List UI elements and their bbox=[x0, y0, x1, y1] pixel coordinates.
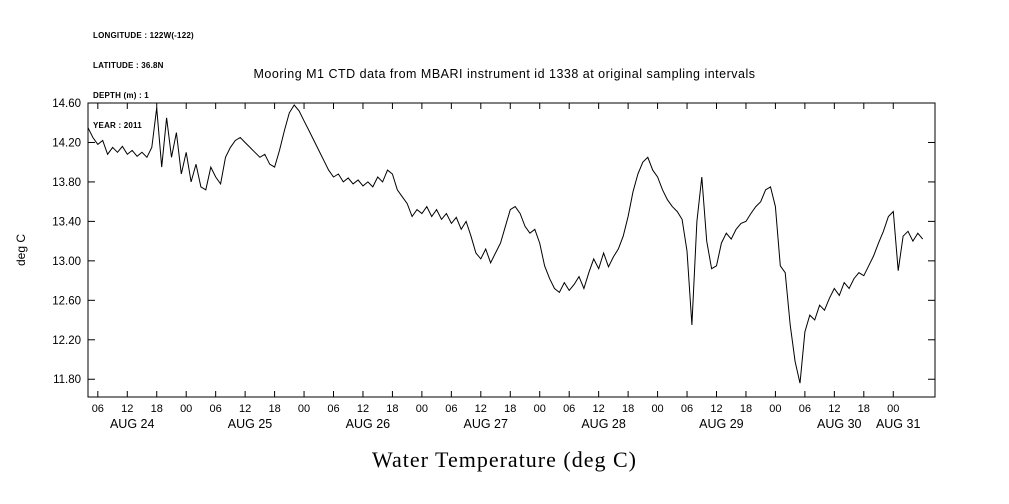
x-tick-label: 18 bbox=[504, 403, 516, 415]
x-tick-label: 12 bbox=[475, 403, 487, 415]
x-tick-label: 18 bbox=[858, 403, 870, 415]
day-label: AUG 27 bbox=[463, 417, 508, 431]
x-tick-label: 12 bbox=[593, 403, 605, 415]
longitude-label: LONGITUDE : 122W(-122) bbox=[93, 31, 194, 40]
x-tick-label: 06 bbox=[445, 403, 457, 415]
x-tick-label: 00 bbox=[887, 403, 899, 415]
y-tick-label: 13.00 bbox=[52, 256, 81, 268]
y-tick-label: 14.60 bbox=[52, 98, 81, 110]
x-tick-label: 00 bbox=[416, 403, 428, 415]
x-tick-label: 00 bbox=[180, 403, 192, 415]
x-tick-label: 06 bbox=[92, 403, 104, 415]
x-tick-label: 18 bbox=[740, 403, 752, 415]
x-tick-label: 00 bbox=[651, 403, 663, 415]
y-tick-label: 14.20 bbox=[52, 137, 81, 149]
x-tick-label: 06 bbox=[210, 403, 222, 415]
day-label: AUG 30 bbox=[817, 417, 862, 431]
x-tick-label: 00 bbox=[534, 403, 546, 415]
depth-label: DEPTH (m) : 1 bbox=[93, 91, 149, 100]
x-tick-label: 18 bbox=[151, 403, 163, 415]
day-label: AUG 31 bbox=[876, 417, 921, 431]
x-tick-label: 00 bbox=[298, 403, 310, 415]
day-label: AUG 29 bbox=[699, 417, 744, 431]
day-label: AUG 28 bbox=[581, 417, 626, 431]
day-label: AUG 25 bbox=[228, 417, 273, 431]
y-tick-label: 13.40 bbox=[52, 216, 81, 228]
x-tick-label: 00 bbox=[769, 403, 781, 415]
chart-title: Mooring M1 CTD data from MBARI instrumen… bbox=[253, 67, 756, 81]
x-tick-label: 06 bbox=[799, 403, 811, 415]
metadata-block: LONGITUDE : 122W(-122) LATITUDE : 36.8N … bbox=[93, 11, 194, 141]
year-label: YEAR : 2011 bbox=[93, 121, 142, 130]
x-tick-label: 12 bbox=[357, 403, 369, 415]
day-label: AUG 26 bbox=[346, 417, 391, 431]
x-tick-label: 06 bbox=[327, 403, 339, 415]
x-tick-label: 12 bbox=[828, 403, 840, 415]
temperature-line bbox=[87, 104, 924, 384]
x-tick-label: 18 bbox=[386, 403, 398, 415]
x-tick-label: 12 bbox=[239, 403, 251, 415]
x-tick-label: 12 bbox=[710, 403, 722, 415]
x-tick-label: 18 bbox=[268, 403, 280, 415]
x-axis-title: Water Temperature (deg C) bbox=[371, 447, 637, 472]
x-tick-label: 12 bbox=[121, 403, 133, 415]
latitude-label: LATITUDE : 36.8N bbox=[93, 61, 164, 70]
y-tick-label: 12.60 bbox=[52, 295, 81, 307]
y-tick-label: 13.80 bbox=[52, 177, 81, 189]
day-label: AUG 24 bbox=[110, 417, 155, 431]
x-tick-label: 18 bbox=[622, 403, 634, 415]
y-tick-label: 11.80 bbox=[53, 374, 81, 386]
x-tick-label: 06 bbox=[563, 403, 575, 415]
y-axis-label: deg C bbox=[14, 234, 28, 266]
y-tick-label: 12.20 bbox=[52, 335, 81, 347]
x-tick-label: 06 bbox=[681, 403, 693, 415]
plot-border bbox=[87, 102, 936, 398]
